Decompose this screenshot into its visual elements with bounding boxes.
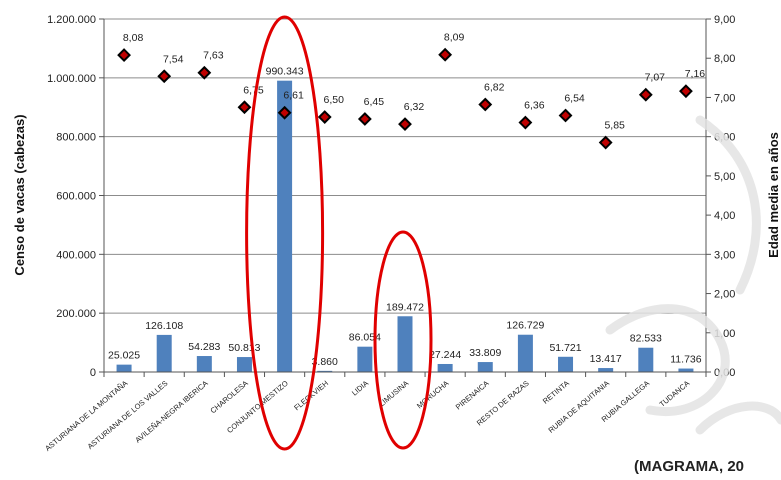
y-tick-label: 600.000 <box>56 191 96 203</box>
bar <box>156 334 172 372</box>
bar <box>277 80 293 372</box>
age-data-label: 6,45 <box>364 96 385 108</box>
bar-data-label: 11.736 <box>670 354 701 366</box>
right-axis-ticks: 0,00 1,00 2,00 3,00 4,00 5,00 6,00 7,00 8,00 9,00 <box>714 14 735 379</box>
y2-tick-label: 8,00 <box>714 53 735 65</box>
age-marker <box>277 105 292 120</box>
age-data-label: 6,54 <box>564 92 585 104</box>
source-note: (MAGRAMA, 20 <box>634 458 745 475</box>
bar-data-label: 990.343 <box>266 66 304 78</box>
age-data-labels: 8,08 7,54 7,63 6,75 6,61 6,50 6,45 6,32 8,09 6,82… <box>123 32 705 132</box>
category-label: CHAROLESA <box>209 379 250 416</box>
age-marker <box>438 47 453 62</box>
age-marker-series <box>117 47 693 150</box>
age-data-label: 6,50 <box>324 94 345 106</box>
bar <box>678 368 694 372</box>
bar-data-label: 126.108 <box>145 320 183 332</box>
age-marker <box>679 84 693 99</box>
age-marker <box>478 97 493 112</box>
category-label: TUDANCA <box>658 379 692 409</box>
bar-data-label: 27.244 <box>429 349 461 361</box>
y-axis-title: Censo de vacas (cabezas) <box>12 114 27 275</box>
category-label: RETINTA <box>541 379 571 406</box>
bar-data-label: 50.813 <box>228 342 260 354</box>
age-data-label: 6,82 <box>484 82 505 94</box>
age-marker <box>638 87 653 102</box>
y-tick-label: 400.000 <box>56 249 96 261</box>
age-marker <box>598 135 613 150</box>
bar <box>196 356 212 372</box>
age-marker <box>157 69 172 84</box>
y-tick-label: 800.000 <box>56 132 96 144</box>
bar <box>598 368 614 372</box>
category-label: ASTURIANA DE LA MONTAÑA <box>43 379 129 453</box>
bar-data-label: 86.054 <box>349 332 381 344</box>
category-label: LIDIA <box>350 379 370 398</box>
category-label: AVILEÑA-NEGRA IBERICA <box>133 379 209 445</box>
y2-tick-label: 5,00 <box>714 171 735 183</box>
y-tick-label: 200.000 <box>56 308 96 320</box>
bar-data-label: 82.533 <box>630 333 662 345</box>
bar <box>116 364 132 372</box>
bar <box>236 357 252 372</box>
bar-data-label: 189.472 <box>386 301 424 313</box>
bar <box>638 347 654 372</box>
age-data-label: 6,36 <box>524 100 545 112</box>
age-data-label: 7,63 <box>203 50 224 62</box>
bar-data-label: 33.809 <box>469 347 501 359</box>
age-marker <box>518 115 533 130</box>
age-marker <box>357 112 372 126</box>
highlight-ellipse <box>373 230 433 450</box>
age-data-label: 6,75 <box>243 84 264 96</box>
highlight-ellipse <box>245 15 325 451</box>
age-data-label: 6,32 <box>404 101 425 113</box>
y2-tick-label: 3,00 <box>714 249 735 261</box>
bar-data-label: 3.860 <box>312 356 338 368</box>
age-marker <box>237 100 252 115</box>
bar <box>437 363 453 372</box>
age-data-label: 8,09 <box>444 32 465 44</box>
y-tick-label: 1.000.000 <box>47 73 96 85</box>
y2-tick-label: 0,00 <box>714 367 735 379</box>
y2-tick-label: 4,00 <box>714 210 735 222</box>
age-marker <box>558 108 573 123</box>
age-data-label: 5,85 <box>604 120 625 132</box>
category-label: PIRENAICA <box>454 379 491 412</box>
bar <box>558 356 574 372</box>
age-data-label: 8,08 <box>123 32 144 44</box>
age-marker <box>398 117 412 132</box>
age-data-label: 7,07 <box>645 72 666 84</box>
bar <box>357 346 373 372</box>
category-label: MORUCHA <box>415 379 450 411</box>
bar <box>477 362 493 372</box>
y-tick-label: 0 <box>90 367 96 379</box>
left-axis-ticks: 0 200.000 400.000 600.000 800.000 1.000.000 1.… <box>47 14 96 379</box>
age-data-label: 7,16 <box>685 68 706 80</box>
bar <box>517 334 533 372</box>
age-marker <box>197 65 212 80</box>
age-marker <box>317 110 332 124</box>
bar-data-label: 126.729 <box>506 320 544 332</box>
highlight-ellipses <box>245 15 433 451</box>
y2-tick-label: 6,00 <box>714 132 735 144</box>
bar <box>317 370 333 372</box>
age-data-label: 6,61 <box>283 90 304 102</box>
y-tick-label: 1.200.000 <box>47 14 96 26</box>
bar <box>397 316 413 372</box>
y2-tick-label: 9,00 <box>714 14 735 26</box>
age-data-label: 7,54 <box>163 53 184 65</box>
bar-data-label: 54.283 <box>188 341 220 353</box>
age-marker <box>117 48 131 62</box>
y2-tick-label: 2,00 <box>714 289 735 301</box>
y2-tick-label: 7,00 <box>714 92 735 104</box>
y2-tick-label: 1,00 <box>714 328 735 340</box>
bar-data-label: 51.721 <box>549 342 581 354</box>
y2-axis-title: Edad media en años <box>766 132 781 258</box>
bar-data-label: 13.417 <box>590 353 622 365</box>
category-label: LIMUSINA <box>377 379 410 409</box>
bar-data-label: 25.025 <box>108 350 140 362</box>
category-label: ASTURIANA DE LOS VALLES <box>86 379 170 451</box>
